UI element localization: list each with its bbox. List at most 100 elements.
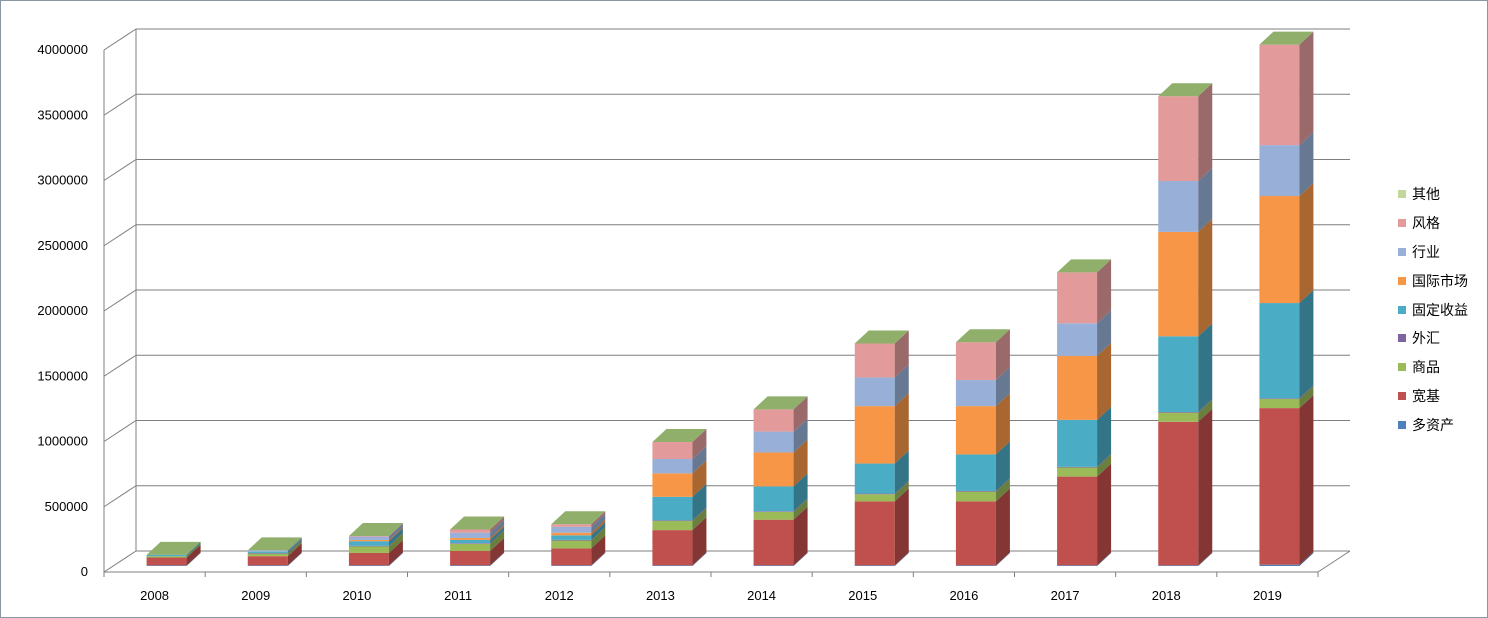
- bar-segment: [1057, 565, 1098, 566]
- bar-segment-side: [287, 552, 302, 566]
- bar-segment: [1057, 323, 1098, 356]
- legend-item: 其他: [1398, 180, 1488, 209]
- bar-segment: [854, 493, 895, 495]
- legend-label: 风格: [1412, 216, 1440, 233]
- y-tick-label: 1500000: [37, 368, 88, 383]
- bar-segment: [1259, 44, 1300, 146]
- bar-segment-side: [995, 441, 1010, 491]
- bar-segment: [652, 473, 693, 497]
- legend-swatch: [1398, 420, 1406, 429]
- bar-segment: [348, 535, 389, 537]
- bar-segment-side: [1198, 168, 1213, 232]
- bar-segment-side: [490, 516, 505, 533]
- bar-top-cap: [1259, 31, 1314, 45]
- x-tick-label: 2009: [241, 588, 270, 603]
- bar-segment-side: [1198, 399, 1213, 422]
- bar-segment: [348, 539, 389, 542]
- bar-segment: [652, 496, 693, 521]
- bar-segment: [753, 409, 794, 432]
- bar-segment: [652, 565, 693, 566]
- legend-item: 商品: [1398, 353, 1488, 382]
- bar-segment: [1259, 196, 1300, 304]
- bar-segment-side: [1097, 406, 1112, 467]
- x-tick-label: 2008: [140, 588, 169, 603]
- bar-segment: [854, 565, 895, 566]
- bar-segment: [1259, 145, 1300, 197]
- bar-segment: [854, 377, 895, 407]
- legend-swatch: [1398, 247, 1406, 256]
- bar-segment: [955, 491, 996, 502]
- bar-segment: [854, 343, 895, 378]
- bar-segment: [753, 452, 794, 487]
- bar-top-cap: [955, 329, 1010, 343]
- legend-swatch: [1398, 276, 1406, 285]
- bar-segment: [753, 431, 794, 453]
- bar-segment-side: [388, 526, 403, 542]
- bar-segment: [753, 511, 794, 512]
- y-tick-label: 2500000: [37, 238, 88, 253]
- bar-segment: [551, 539, 592, 541]
- bar-segment-side: [287, 540, 302, 557]
- legend-label: 多资产: [1412, 417, 1454, 434]
- legend-item: 外汇: [1398, 324, 1488, 353]
- bar-segment: [247, 565, 288, 566]
- bar-segment: [652, 530, 693, 566]
- bar-segment: [348, 552, 389, 566]
- gridline-diagonal: [103, 485, 137, 508]
- bar-segment-side: [692, 517, 707, 566]
- gridline-diagonal: [103, 550, 137, 573]
- bar-segment: [450, 565, 491, 566]
- bar-segment-side: [995, 552, 1010, 566]
- bar-segment: [1057, 272, 1098, 324]
- bar-segment-side: [287, 543, 302, 566]
- bar-segment-side: [287, 538, 302, 553]
- bar-segment-side: [793, 506, 808, 566]
- bar-segment-side: [388, 533, 403, 553]
- legend-swatch: [1398, 219, 1406, 228]
- bar-segment-side: [287, 539, 302, 554]
- bar-segment-side: [894, 552, 909, 566]
- bar-segment: [753, 565, 794, 566]
- bar-segment: [1158, 181, 1199, 232]
- bar-segment-side: [894, 393, 909, 464]
- bar-segment-side: [388, 539, 403, 566]
- bar-segment: [551, 565, 592, 566]
- bar-segment-side: [995, 367, 1010, 407]
- y-tick-label: 0: [81, 564, 88, 579]
- bar-segment-side: [995, 329, 1010, 381]
- bar-segment: [551, 548, 592, 566]
- bar-segment: [1158, 231, 1199, 337]
- bar-segment-side: [793, 418, 808, 453]
- bar-segment: [854, 501, 895, 566]
- bar-top-cap: [1057, 259, 1112, 273]
- bar-segment: [450, 550, 491, 566]
- bar-segment-side: [388, 528, 403, 546]
- bar-segment: [450, 532, 491, 538]
- x-tick-label: 2016: [949, 588, 978, 603]
- bar-segment: [247, 552, 288, 554]
- bar-segment-side: [1097, 463, 1112, 566]
- y-tick-label: 4000000: [37, 42, 88, 57]
- bar-segment: [1259, 398, 1300, 399]
- legend-label: 其他: [1412, 187, 1440, 204]
- bar-segment: [955, 342, 996, 381]
- bar-top-cap: [753, 396, 808, 410]
- bar-segment-side: [894, 450, 909, 494]
- bar-segment: [247, 551, 288, 553]
- bar-segment: [1259, 408, 1300, 565]
- bar-top-cap: [652, 429, 707, 443]
- bar-segment-side: [995, 477, 1010, 492]
- bar-segment: [1259, 398, 1300, 409]
- bar-top-cap: [854, 330, 909, 344]
- x-tick-label: 2019: [1253, 588, 1282, 603]
- bar-segment: [146, 557, 187, 566]
- bar-segment-side: [1198, 323, 1213, 413]
- bar-segment-side: [692, 429, 707, 459]
- bar-segment: [551, 524, 592, 527]
- bar-segment-side: [692, 445, 707, 474]
- legend-label: 固定收益: [1412, 302, 1468, 319]
- bar-segment-side: [1198, 218, 1213, 337]
- gridline-diagonal: [103, 289, 137, 312]
